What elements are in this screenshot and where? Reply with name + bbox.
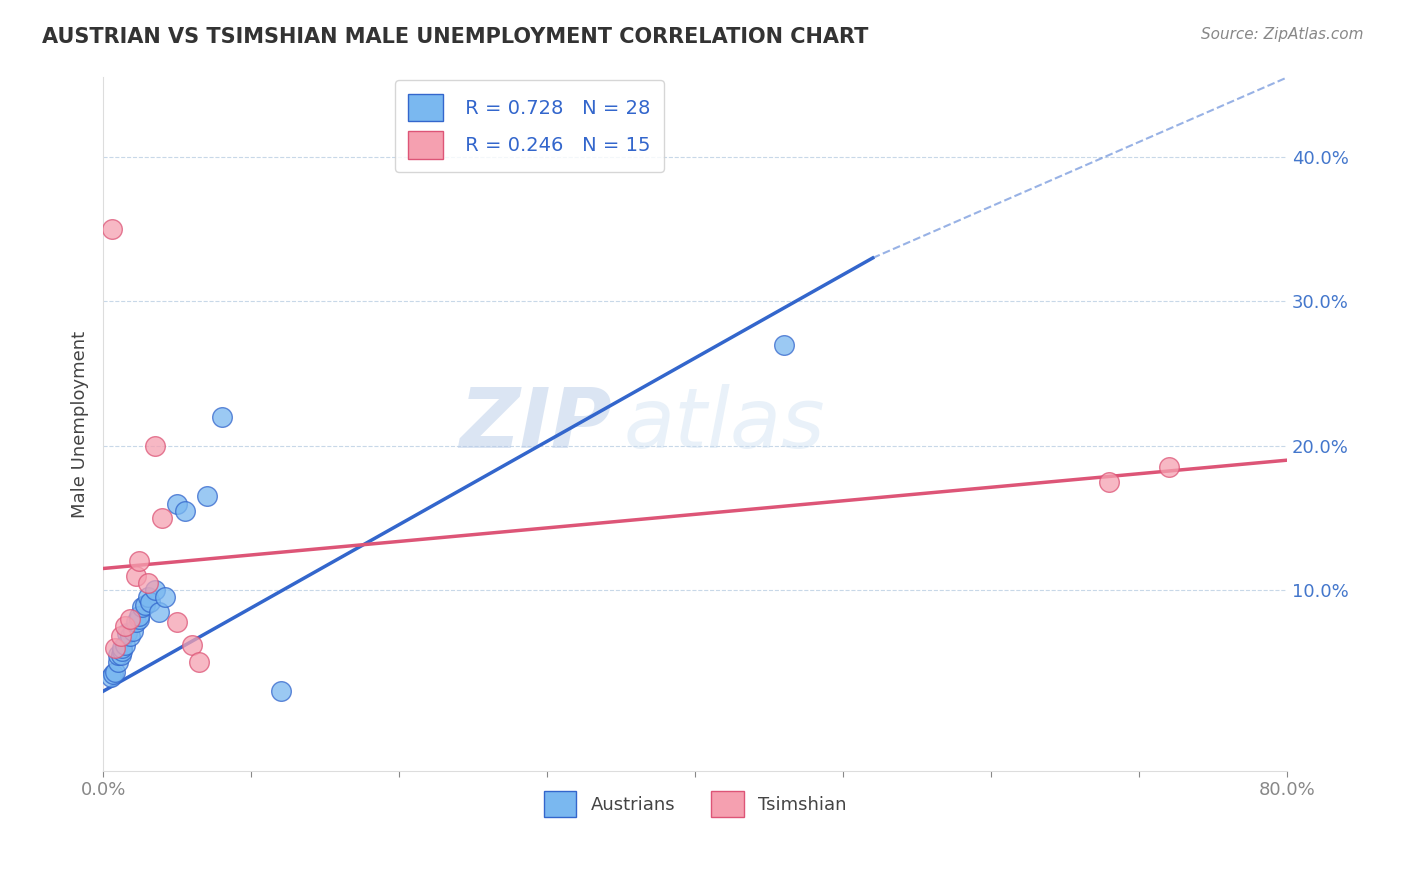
Legend: Austrians, Tsimshian: Austrians, Tsimshian (536, 784, 853, 824)
Point (125, 615, 148, 629)
Point (110, 629, 132, 643)
Point (115, 626, 138, 640)
Point (143, 439, 166, 453)
Point (103, 667, 125, 681)
Point (136, 591, 159, 605)
Point (101, 222, 124, 236)
Point (143, 583, 166, 598)
Point (111, 640, 134, 655)
Point (148, 605, 170, 619)
Point (773, 337, 796, 351)
Point (128, 554, 150, 568)
Point (136, 576, 159, 591)
Point (173, 504, 195, 518)
Point (110, 648, 132, 662)
Point (211, 409, 233, 424)
Point (131, 600, 153, 615)
Y-axis label: Male Unemployment: Male Unemployment (72, 331, 89, 517)
Point (166, 615, 188, 629)
Point (125, 568, 148, 582)
Text: Source: ZipAtlas.com: Source: ZipAtlas.com (1201, 27, 1364, 42)
Point (195, 489, 218, 503)
Point (104, 640, 127, 655)
Point (270, 684, 292, 698)
Point (128, 612, 150, 626)
Point (150, 511, 173, 525)
Point (1098, 475, 1121, 489)
Point (114, 619, 136, 633)
Point (104, 665, 127, 680)
Point (181, 638, 204, 652)
Point (121, 624, 143, 638)
Text: ZIP: ZIP (460, 384, 612, 465)
Point (134, 598, 156, 612)
Point (100, 670, 122, 684)
Point (107, 656, 129, 670)
Text: AUSTRIAN VS TSIMSHIAN MALE UNEMPLOYMENT CORRELATION CHART: AUSTRIAN VS TSIMSHIAN MALE UNEMPLOYMENT … (42, 27, 869, 46)
Point (118, 629, 141, 643)
Point (114, 638, 136, 652)
Point (188, 656, 211, 670)
Point (107, 648, 129, 662)
Point (1157, 460, 1180, 475)
Point (166, 496, 188, 510)
Point (139, 595, 162, 609)
Point (128, 609, 150, 624)
Point (118, 612, 141, 626)
Point (155, 591, 177, 605)
Point (111, 644, 134, 658)
Text: atlas: atlas (624, 384, 825, 465)
